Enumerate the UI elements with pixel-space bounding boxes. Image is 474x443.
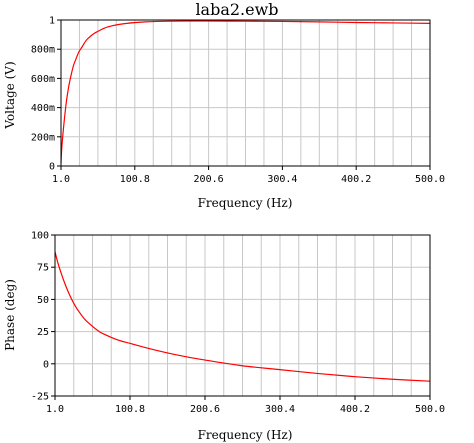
phase-x-tick-label: 500.0 (415, 404, 445, 415)
magnitude-x-tick-label: 300.4 (267, 174, 297, 185)
magnitude-x-tick-label: 100.8 (120, 174, 150, 185)
phase-x-axis-title: Frequency (Hz) (198, 428, 293, 442)
phase-x-tick-label: 100.8 (115, 404, 145, 415)
phase-x-tick-label: 200.6 (190, 404, 220, 415)
magnitude-grid (61, 19, 430, 167)
phase-y-tick-label: 50 (37, 295, 49, 306)
magnitude-y-tick-label: 0 (49, 162, 55, 173)
phase-plot: 1.0 100.8 200.6 300.4 400.2 500.0 -25 0 25 50 75 10… (3, 231, 445, 443)
magnitude-y-tick-label: 800m (31, 45, 55, 56)
magnitude-x-tick-label: 200.6 (194, 174, 224, 185)
magnitude-y-tick-label: 1 (49, 16, 55, 27)
phase-y-tick-label: 0 (43, 359, 49, 370)
magnitude-y-tick-label: 600m (31, 74, 55, 85)
phase-y-tick-label: 25 (37, 327, 49, 338)
magnitude-trace-group (60, 20, 431, 164)
phase-y-axis-title: Phase (deg) (3, 279, 17, 351)
magnitude-y-tick-label: 400m (31, 103, 55, 114)
phase-x-tick-label: 1.0 (46, 404, 64, 415)
phase-y-tick-label: -25 (31, 392, 49, 403)
magnitude-x-tick-label: 500.0 (415, 174, 445, 185)
magnitude-plot: 1.0 100.8 200.6 300.4 400.2 500.0 0 200m 400m 600… (3, 16, 445, 211)
phase-y-tick-label: 75 (37, 263, 49, 274)
chart-title: laba2.ewb (195, 0, 278, 19)
magnitude-series-line (60, 20, 431, 164)
magnitude-x-axis-title: Frequency (Hz) (198, 196, 293, 210)
magnitude-x-tick-label: 400.2 (341, 174, 371, 185)
magnitude-plot-frame (60, 19, 431, 167)
phase-x-tick-label: 300.4 (265, 404, 295, 415)
phase-y-tick-label: 100 (31, 231, 49, 242)
magnitude-ticks: 1.0 100.8 200.6 300.4 400.2 500.0 0 200m 400m 600… (31, 16, 445, 186)
magnitude-y-tick-label: 200m (31, 132, 55, 143)
phase-plot-frame (54, 234, 431, 397)
phase-series-line (54, 251, 431, 382)
phase-grid (55, 234, 430, 397)
phase-ticks: 1.0 100.8 200.6 300.4 400.2 500.0 -25 0 25 50 75 10… (31, 231, 445, 416)
phase-trace-group (54, 251, 431, 382)
magnitude-y-axis-title: Voltage (V) (3, 61, 17, 129)
magnitude-x-tick-label: 1.0 (52, 174, 70, 185)
phase-x-tick-label: 400.2 (340, 404, 370, 415)
